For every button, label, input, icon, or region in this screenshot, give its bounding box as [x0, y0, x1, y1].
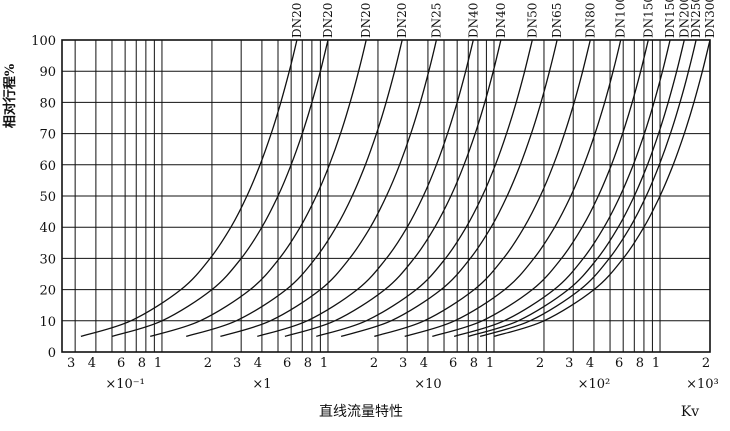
- curve-dn20: [111, 39, 329, 338]
- curve-dn40: [257, 39, 474, 338]
- x-multiplier-label: ×10: [414, 377, 441, 392]
- curve-dn250: [479, 39, 697, 338]
- curve-dn20: [186, 39, 403, 338]
- x-tick-label: 3: [233, 356, 241, 371]
- series-labels: DN20 DN20 DN20 DN20 DN25 DN40 DN40 DN50 DN65 DN80…: [290, 0, 717, 38]
- series-label: DN40: [466, 3, 480, 38]
- x-tick-label: 6: [283, 356, 291, 371]
- series-label: DN50: [525, 3, 539, 38]
- x-tick-label: 4: [254, 356, 262, 371]
- x-multiplier-label: ×10²: [578, 377, 611, 392]
- y-tick-label: 60: [39, 159, 56, 174]
- x-tick-label: 3: [565, 356, 573, 371]
- x-tick-label: 6: [117, 356, 125, 371]
- x-tick-label: 8: [470, 356, 478, 371]
- series-label: DN200: [677, 0, 691, 38]
- x-multiplier-labels: ×10⁻¹ ×1 ×10 ×10² ×10³: [105, 377, 718, 392]
- curve-dn80: [374, 39, 591, 338]
- x-tick-label: 1: [652, 356, 660, 371]
- series-label: DN100: [614, 0, 628, 38]
- x-tick-label: 4: [88, 356, 96, 371]
- series-label: DN25: [429, 3, 443, 38]
- curve-dn200: [468, 39, 685, 338]
- y-tick-label: 80: [39, 96, 56, 111]
- curve-dn20: [80, 39, 298, 338]
- x-tick-label: 8: [138, 356, 146, 371]
- curve-dn150: [432, 39, 649, 338]
- x-tick-label: 1: [486, 356, 494, 371]
- y-tick-label: 50: [39, 190, 56, 205]
- x-tick-label: 8: [304, 356, 312, 371]
- y-tick-label: 40: [39, 221, 56, 236]
- x-tick-label: 1: [154, 356, 162, 371]
- x-tick-label: 2: [702, 356, 710, 371]
- curves: [80, 39, 711, 338]
- series-label: DN65: [550, 3, 564, 38]
- series-label: DN20: [395, 3, 409, 38]
- x-tick-label: 6: [449, 356, 457, 371]
- plot-frame: [61, 39, 711, 353]
- x-tick-label: 1: [320, 356, 328, 371]
- x-tick-label: 2: [370, 356, 378, 371]
- series-label: DN20: [290, 3, 304, 38]
- series-label: DN150: [663, 0, 677, 38]
- x-tick-label: 3: [399, 356, 407, 371]
- curve-dn25: [220, 39, 438, 338]
- curve-dn150: [453, 39, 671, 338]
- y-tick-label: 70: [39, 128, 56, 143]
- y-tick-label: 20: [39, 284, 56, 299]
- series-label: DN80: [583, 3, 597, 38]
- y-tick-label: 0: [48, 346, 56, 361]
- y-tick-label: 90: [39, 65, 56, 80]
- x-axis-unit: Kv: [681, 404, 699, 420]
- x-axis-label: 直线流量特性: [319, 403, 403, 420]
- curve-dn300: [493, 39, 711, 338]
- curve-dn20: [150, 39, 367, 338]
- y-axis-label: 相对行程%: [2, 63, 18, 128]
- curve-dn65: [340, 39, 558, 338]
- x-multiplier-label: ×10⁻¹: [105, 377, 145, 392]
- x-multiplier-label: ×1: [252, 377, 271, 392]
- curve-dn40: [284, 39, 502, 338]
- y-tick-label: 30: [39, 252, 56, 267]
- series-label: DN40: [494, 3, 508, 38]
- x-tick-label: 8: [636, 356, 644, 371]
- curve-dn100: [404, 39, 622, 338]
- grid: [62, 39, 710, 353]
- x-tick-label: 4: [420, 356, 428, 371]
- x-tick-label: 2: [204, 356, 212, 371]
- series-label: DN250: [689, 0, 703, 38]
- x-multiplier-label: ×10³: [686, 377, 719, 392]
- series-label: DN150: [641, 0, 655, 38]
- y-tick-labels: 0 10 20 30 40 50 60 70 80 90 100: [31, 34, 56, 361]
- series-label: DN300: [703, 0, 717, 38]
- series-label: DN20: [321, 3, 335, 38]
- x-tick-label: 2: [536, 356, 544, 371]
- curve-dn50: [316, 39, 533, 338]
- x-tick-label: 6: [615, 356, 623, 371]
- y-tick-label: 10: [39, 315, 56, 330]
- series-label: DN20: [359, 3, 373, 38]
- y-tick-label: 100: [31, 34, 56, 49]
- x-tick-label: 4: [586, 356, 594, 371]
- x-tick-label: 3: [67, 356, 75, 371]
